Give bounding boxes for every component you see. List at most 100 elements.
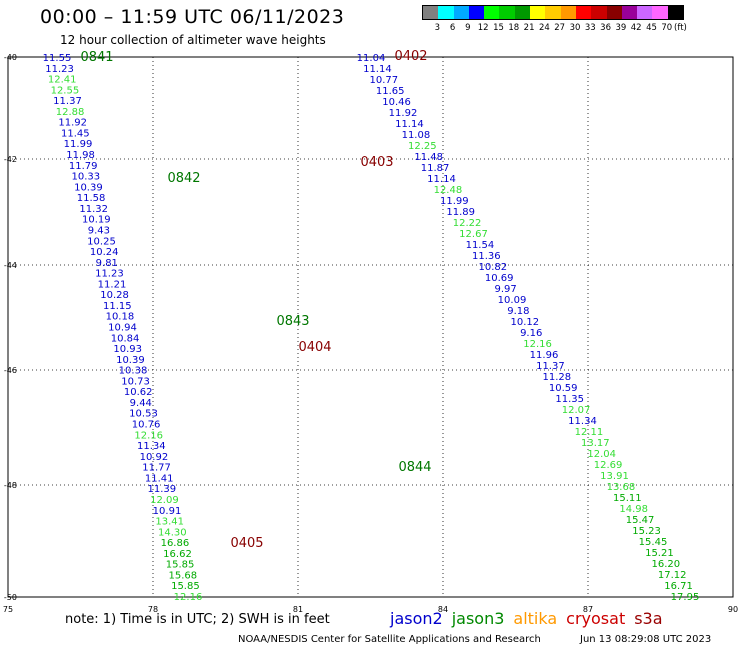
swh-value-track-b: 13.17 [581,438,610,449]
swh-value-track-a: 13.41 [155,517,184,528]
swh-value-track-b: 11.54 [466,240,495,251]
swh-value-track-a: 11.21 [98,279,127,290]
swh-value-track-a: 10.84 [111,333,140,344]
legend-swatch [545,6,561,19]
swh-value-track-b: 15.21 [645,548,674,559]
swh-value-track-b: 9.16 [520,328,542,339]
swh-value-track-b: 13.68 [607,482,636,493]
swh-value-track-a: 11.32 [79,204,108,215]
swh-value-track-b: 13.91 [600,471,629,482]
swh-value-track-b: 11.89 [446,207,475,218]
legend-swatch [484,6,500,19]
swh-value-track-b: 15.11 [613,493,642,504]
swh-value-track-a: 15.85 [171,581,200,592]
swh-value-track-a: 11.37 [53,96,82,107]
legend-label: 70 [661,23,673,33]
swh-value-track-b: 11.87 [421,163,450,174]
swh-value-track-a: 12.41 [48,75,77,86]
swh-value-track-a: 11.45 [61,129,90,140]
swh-value-track-a: 10.39 [74,182,103,193]
swh-value-track-b: 10.82 [478,262,507,273]
legend-label: (ft) [674,23,687,33]
legend-swatch [637,6,653,19]
lat-tick-label: -46 [4,366,17,375]
swh-value-track-b: 12.11 [575,427,604,438]
pass-time-label: 0402 [394,49,427,64]
swh-value-track-b: 9.18 [507,306,529,317]
legend-swatch [606,6,622,19]
swh-value-track-b: 11.48 [414,152,443,163]
legend-label: 30 [569,23,581,33]
legend-swatch [621,6,638,19]
swh-value-track-b: 11.14 [427,174,456,185]
swh-value-track-b: 12.22 [453,218,482,229]
lon-tick-label: 81 [293,605,303,614]
lon-tick-label: 75 [3,605,13,614]
swh-value-track-a: 10.62 [124,387,153,398]
swh-value-track-b: 16.20 [651,559,680,570]
legend-label: 39 [615,23,627,33]
swh-value-track-b: 14.98 [619,504,648,515]
swh-value-track-a: 10.25 [87,236,116,247]
swh-value-track-b: 11.37 [536,361,565,372]
map-axis-labels: 75 78 81 84 87 90 -40 -42 -44 -46 -48 -50 [3,53,738,614]
lon-tick-label: 84 [438,605,448,614]
legend-swatches [422,5,685,20]
swh-value-track-a: 11.55 [43,53,72,64]
swh-value-track-a: 10.73 [121,376,150,387]
legend-swatch [591,6,607,19]
satellite-name: jason2 [390,609,443,628]
legend-label: 36 [600,23,612,33]
swh-value-track-b: 15.47 [626,515,655,526]
legend-swatch [667,6,684,19]
swh-value-track-a: 12.16 [134,430,163,441]
swh-value-track-a: 10.38 [119,366,148,377]
lon-tick-label: 87 [583,605,593,614]
legend-swatch [530,6,546,19]
swh-value-track-a: 10.94 [108,323,137,334]
swh-value-track-a: 11.39 [147,484,176,495]
swh-value-track-a: 16.86 [161,538,190,549]
legend-swatch [652,6,668,19]
swh-value-track-a: 9.81 [96,258,118,269]
lat-tick-label: -42 [4,155,17,164]
swh-value-track-a: 11.23 [45,64,74,75]
swh-value-track-a: 11.34 [137,441,166,452]
legend-swatch [514,6,531,19]
swh-value-track-a: 11.99 [64,139,93,150]
swh-value-track-a: 11.58 [77,193,106,204]
swh-value-track-b: 11.36 [472,251,501,262]
swh-value-track-a: 10.76 [132,420,161,431]
legend-label: 33 [584,23,596,33]
legend-label: 18 [508,23,520,33]
swh-value-track-a: 11.41 [145,473,174,484]
map-grid [7,56,734,598]
swh-value-track-b: 16.71 [664,581,693,592]
lat-tick-label: -44 [4,261,17,270]
swh-value-track-b: 10.12 [510,317,539,328]
legend-label: 24 [538,23,550,33]
swh-value-track-b: 12.07 [562,405,591,416]
swh-value-track-b: 11.04 [357,53,386,64]
legend-swatch [575,6,592,19]
swh-value-track-b: 9.97 [494,284,516,295]
swh-value-track-a: 11.23 [95,269,124,280]
swh-value-track-b: 10.77 [369,75,398,86]
pass-time-label: 0842 [167,171,200,186]
legend-swatch [560,6,576,19]
pass-time-label: 0405 [230,536,263,551]
lon-tick-label: 90 [728,605,738,614]
swh-value-track-b: 10.59 [549,383,578,394]
swh-value-track-b: 12.16 [523,339,552,350]
swh-value-track-a: 12.88 [56,107,85,118]
swh-value-track-b: 11.14 [395,119,424,130]
lat-tick-label: -48 [4,481,17,490]
satellite-name: altika [513,609,558,628]
swh-value-track-b: 12.69 [594,460,623,471]
swh-value-track-b: 12.67 [459,229,488,240]
swh-value-track-a: 12.09 [150,495,179,506]
swh-value-track-a: 12.55 [51,85,80,96]
swh-value-track-b: 11.92 [389,108,418,119]
swh-value-track-a: 10.28 [100,290,129,301]
swh-value-track-a: 10.39 [116,355,145,366]
